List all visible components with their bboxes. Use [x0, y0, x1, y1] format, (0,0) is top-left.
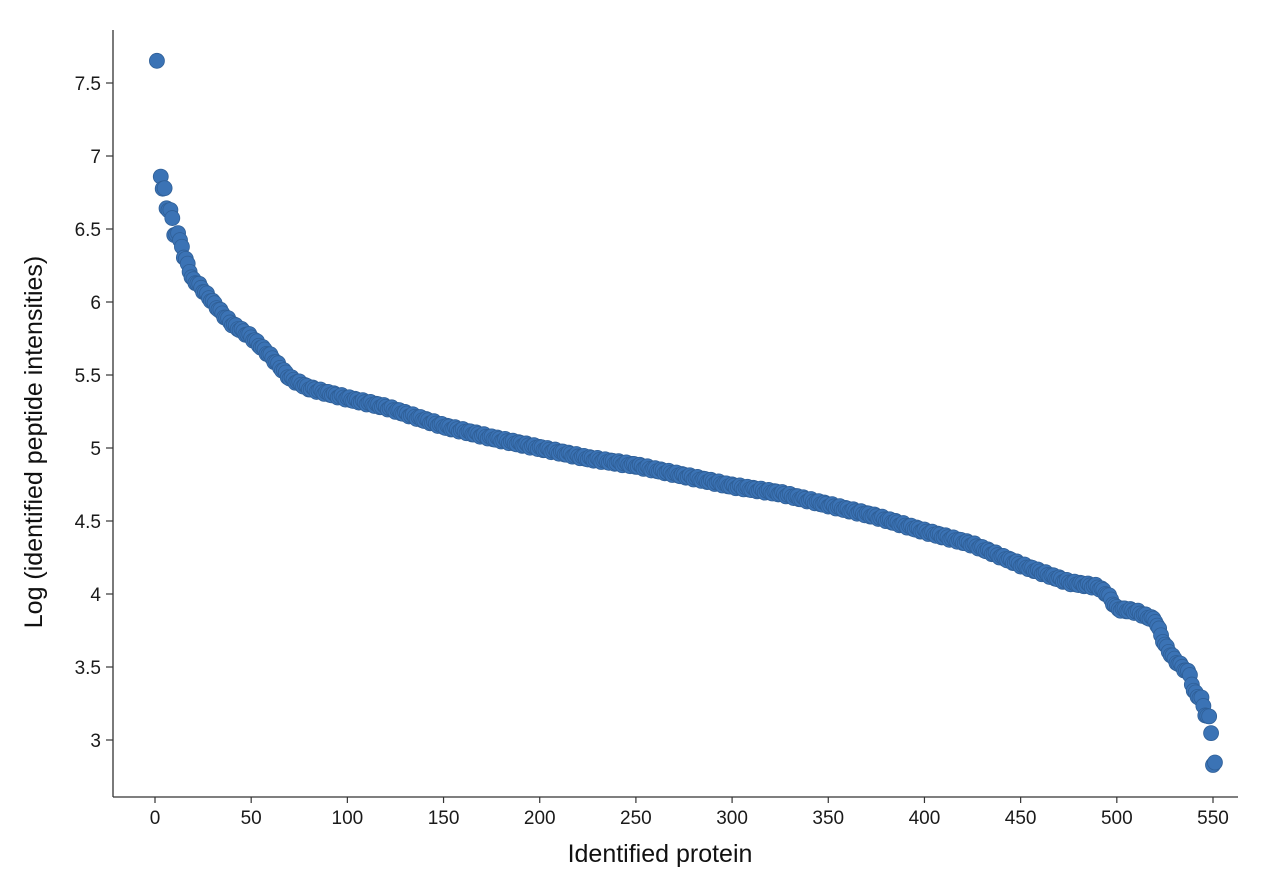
y-tick-label: 4.5: [75, 512, 101, 533]
data-points: [149, 52, 1223, 773]
y-tick-label: 7: [90, 147, 101, 168]
data-point: [156, 180, 173, 197]
data-point: [1207, 754, 1223, 771]
y-tick-label: 5.5: [75, 366, 101, 387]
x-tick-label: 400: [909, 808, 941, 829]
data-point: [164, 210, 181, 226]
data-point: [1203, 725, 1219, 742]
x-tick-label: 500: [1101, 808, 1133, 829]
x-tick-label: 200: [524, 808, 556, 829]
x-axis-ticks: 0 50 100 150 200 250 300 350 400 450 500 550: [150, 797, 1229, 829]
y-tick-label: 6: [90, 293, 101, 314]
data-point: [1201, 708, 1218, 725]
y-axis-ticks: 3 3.5 4 4.5 5 5.5 6 6.5 7 7.5: [75, 74, 113, 752]
x-tick-label: 550: [1197, 808, 1229, 829]
x-tick-label: 50: [241, 808, 262, 829]
y-tick-label: 7.5: [75, 74, 101, 95]
y-tick-label: 5: [90, 439, 101, 460]
y-tick-label: 6.5: [75, 220, 101, 241]
x-tick-label: 0: [150, 808, 161, 829]
data-point: [149, 52, 165, 69]
x-axis-title: Identified protein: [568, 840, 753, 868]
x-tick-label: 450: [1005, 808, 1037, 829]
x-tick-label: 250: [620, 808, 652, 829]
y-axis-title: Log (identified peptide intensities): [20, 256, 48, 628]
y-tick-label: 4: [90, 585, 101, 606]
x-tick-label: 300: [716, 808, 748, 829]
x-tick-label: 100: [332, 808, 364, 829]
y-tick-label: 3: [90, 731, 101, 752]
x-tick-label: 350: [812, 808, 844, 829]
y-tick-label: 3.5: [75, 658, 101, 679]
x-tick-label: 150: [428, 808, 460, 829]
